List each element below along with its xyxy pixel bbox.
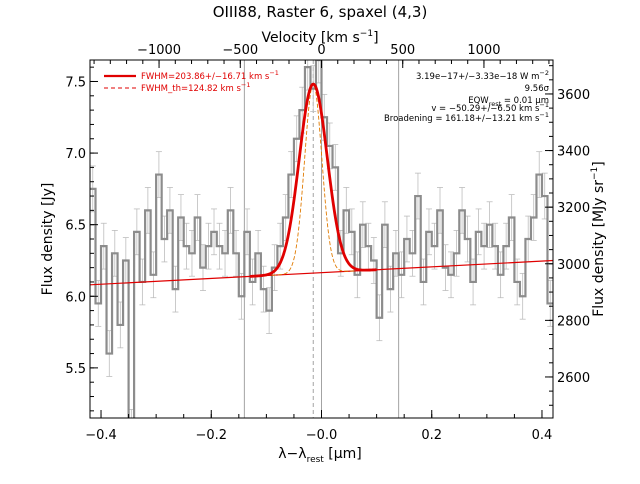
velocity-axis: −1000 −500 0 500 1000 xyxy=(93,43,550,68)
legend-entry-fwhm: FWHM=203.86+/−16.71 km s−1 xyxy=(141,69,279,82)
annotation-line-flux: 3.19e−17+/−3.33e−18 W m−2 xyxy=(416,69,549,82)
continuum-line xyxy=(90,259,553,286)
y2-tick-label: 2800 xyxy=(557,314,590,329)
y-tick-label: 6.5 xyxy=(65,219,86,234)
y-tick-label: 6.0 xyxy=(65,290,86,305)
x-axis-title: λ−λrest [μm] xyxy=(278,446,362,465)
fit-annotations: 3.19e−17+/−3.33e−18 W m−2 9.56σ EQWrest … xyxy=(384,69,550,124)
gaussian-fit-line xyxy=(249,82,377,278)
x-tick-label: −0.0 xyxy=(306,428,338,443)
x-axis: −0.4 −0.2 −0.0 0.2 0.4 xyxy=(85,410,552,443)
velocity-tick-label: 500 xyxy=(390,43,415,58)
y2-axis: 2600 2800 3000 3200 3400 3600 xyxy=(545,65,590,406)
x-tick-label: 0.4 xyxy=(532,428,553,443)
chart-title: OIII88, Raster 6, spaxel (4,3) xyxy=(213,3,428,21)
x-tick-label: 0.2 xyxy=(421,428,442,443)
legend: FWHM=203.86+/−16.71 km s−1 FWHM_th=124.8… xyxy=(104,69,279,94)
annotation-broadening: Broadening = 161.18+/−13.21 km s−1 xyxy=(384,111,549,124)
y2-tick-label: 3400 xyxy=(557,145,590,160)
x-tick-label: −0.4 xyxy=(85,428,117,443)
y-tick-label: 7.0 xyxy=(65,147,86,162)
y-tick-label: 7.5 xyxy=(65,75,86,90)
legend-entry-fwhm-th: FWHM_th=124.82 km s−1 xyxy=(141,81,250,94)
y2-tick-label: 3600 xyxy=(557,88,590,103)
y-axis: 5.5 6.0 6.5 7.0 7.5 xyxy=(65,66,98,412)
y2-tick-label: 3200 xyxy=(557,201,590,216)
spectrum-line xyxy=(90,60,553,418)
top-axis-title: Velocity [km s−1] xyxy=(261,29,378,46)
velocity-tick-label: −500 xyxy=(222,43,258,58)
y-tick-label: 5.5 xyxy=(65,362,86,377)
velocity-tick-label: −1000 xyxy=(137,43,181,58)
annotation-velocity: v = −50.29+/−6.50 km s−1 xyxy=(431,101,549,114)
annotation-eqw: EQWrest = 0.01 μm xyxy=(468,96,549,108)
y2-tick-label: 2600 xyxy=(557,371,590,386)
annotation-snr: 9.56σ xyxy=(525,84,550,94)
velocity-tick-label: 0 xyxy=(317,43,325,58)
velocity-tick-label: 1000 xyxy=(467,43,500,58)
y-axis-title: Flux density [Jy] xyxy=(40,183,56,296)
x-tick-label: −0.2 xyxy=(195,428,227,443)
y2-axis-title: Flux density [MJy sr−1] xyxy=(590,161,607,317)
y2-tick-label: 3000 xyxy=(557,258,590,273)
